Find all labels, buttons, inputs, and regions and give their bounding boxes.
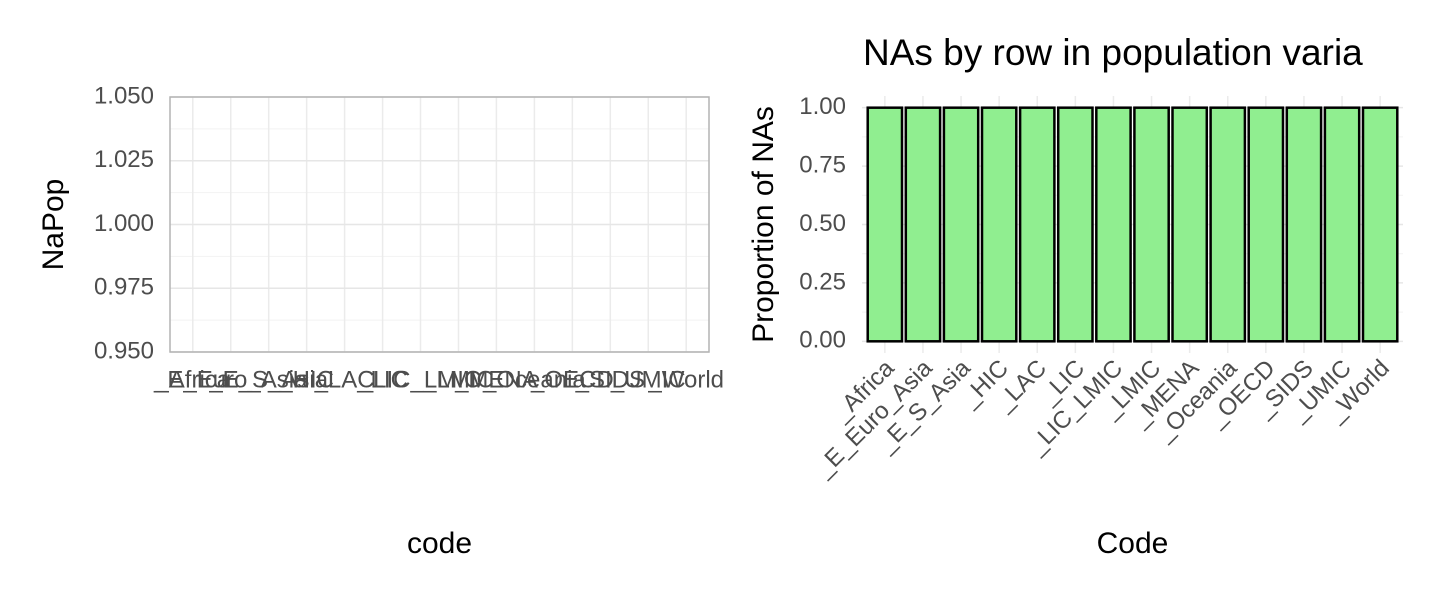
chart-title: NAs by row in population varia [863,32,1363,73]
bar [1247,106,1285,343]
bar [1018,106,1056,343]
x-tick-label: _World [647,366,724,393]
y-tick-label: 0.00 [799,327,846,354]
bar [1171,106,1209,343]
y-tick-label: 1.00 [799,93,846,120]
y-axis-title: NaPop [37,179,70,271]
x-axis-title: Code [1097,527,1169,560]
y-tick-label: 0.975 [94,274,154,301]
y-tick-label: 1.025 [94,146,154,173]
x-tick-label: _HIC [278,366,334,393]
bar [942,106,980,343]
x-tick-label: _LAC [314,366,375,393]
bar [904,106,942,343]
x-tick-label: _LMIC [422,366,494,393]
x-tick-label: _Oceania [482,366,586,393]
bar [1285,106,1323,343]
y-tick-label: 1.050 [94,82,154,109]
panel-border [169,96,710,353]
x-tick-label: _LIC [356,366,408,393]
bar [1133,106,1170,343]
x-axis-title: code [407,527,472,560]
bar [1361,106,1399,343]
y-tick-label: 0.50 [799,210,846,237]
x-tick-label: _E_Euro_Asia [153,366,308,393]
x-tick-label: _UMIC [610,366,686,393]
y-tick-label: 0.75 [799,151,846,178]
bar [1095,106,1132,343]
y-tick-label: 1.000 [94,210,154,237]
x-tick-label: _SIDS [575,366,645,393]
x-tick-label: _E_S_Asia [208,366,328,393]
bar [1209,106,1247,343]
x-tick-label: _MENA [454,366,538,393]
bar [980,106,1018,343]
bar [1323,106,1361,343]
y-tick-label: 0.25 [799,268,846,295]
x-tick-label: _OECD [530,366,614,393]
y-axis-title: Proportion of NAs [747,106,780,343]
y-tick-label: 0.950 [94,337,154,364]
bar [866,106,904,343]
x-tick-label: _Africa [154,366,230,393]
x-tick-label: _LIC_LMIC [359,366,481,393]
bar [1056,106,1094,343]
